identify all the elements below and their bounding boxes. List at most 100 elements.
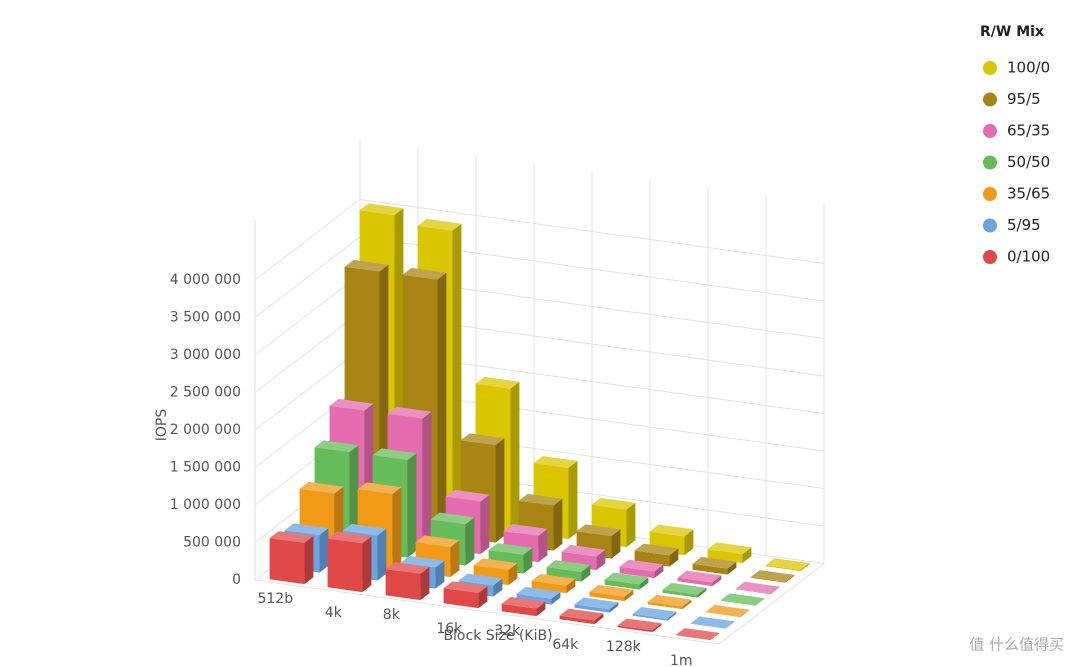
bar-top <box>720 593 765 606</box>
x-tick-label: 4k <box>325 605 343 621</box>
bar-side <box>493 578 503 597</box>
bar-side <box>480 494 490 555</box>
bar-top <box>589 584 634 597</box>
bar-top <box>443 581 488 594</box>
legend-label[interactable]: 95/5 <box>1007 90 1041 108</box>
bar-side <box>770 586 780 595</box>
bar-side <box>712 575 722 587</box>
bar-side <box>319 528 329 573</box>
bar-top <box>559 608 604 621</box>
watermark: 值 什么值得买 <box>969 636 1064 654</box>
y-tick-label: 2 500 000 <box>170 385 241 401</box>
bar-front <box>617 625 653 633</box>
bar <box>559 608 604 625</box>
bar <box>604 572 649 590</box>
bar-top <box>632 607 677 619</box>
bar <box>677 570 722 587</box>
y-tick-label: 2 000 000 <box>170 422 241 438</box>
bar-top <box>707 542 752 555</box>
bar-top <box>445 489 490 502</box>
bar-top <box>402 267 447 280</box>
bar <box>443 581 488 609</box>
bar-side <box>495 438 505 543</box>
bar <box>531 573 576 594</box>
legend-label[interactable]: 0/100 <box>1007 248 1050 266</box>
bar-top <box>385 562 430 574</box>
bar-top <box>359 203 404 216</box>
bar-front <box>735 588 771 595</box>
bar-front <box>632 613 668 621</box>
bar-side <box>609 602 619 613</box>
legend-label[interactable]: 100/0 <box>1007 59 1050 77</box>
bar-front <box>692 563 728 575</box>
bar-side <box>611 529 621 559</box>
bar-front <box>765 565 801 572</box>
bar-side <box>551 591 561 605</box>
bar-top <box>327 531 372 544</box>
legend-marker <box>983 92 997 107</box>
bar <box>662 582 707 598</box>
legend-title: R/W Mix <box>980 24 1044 40</box>
bar-front <box>690 623 726 629</box>
bar-side <box>581 564 591 582</box>
bar-top <box>503 524 548 536</box>
bar-top <box>430 512 475 525</box>
legend-marker <box>983 61 997 75</box>
bar-top <box>400 555 445 568</box>
bar-top <box>473 558 518 571</box>
bar-side <box>800 563 810 572</box>
bar-side <box>362 536 372 593</box>
legend-label[interactable]: 5/95 <box>1007 216 1041 234</box>
x-tick-label: 32k <box>494 623 521 639</box>
bar <box>647 594 692 610</box>
bar-top <box>690 616 735 629</box>
bar-front <box>385 569 421 601</box>
bar-front <box>589 591 625 602</box>
bar-front <box>750 577 786 583</box>
bar-front <box>269 538 305 585</box>
bar-side <box>626 502 636 548</box>
bar <box>501 596 546 617</box>
bar-front <box>675 635 711 641</box>
floor-edge <box>254 579 720 645</box>
bar-front <box>707 549 743 564</box>
legend-marker <box>983 187 997 201</box>
bar-front <box>619 566 655 579</box>
bar <box>327 531 372 593</box>
legend-label[interactable]: 65/35 <box>1007 122 1050 140</box>
bar-top <box>357 482 402 495</box>
bar-side <box>697 587 707 598</box>
bar-front <box>501 603 537 617</box>
bar-top <box>647 594 692 607</box>
bar-side <box>523 547 533 574</box>
x-tick-label: 64k <box>552 637 579 653</box>
y-tick-label: 0 <box>232 572 241 588</box>
bar-top <box>372 448 417 461</box>
bar-front <box>720 600 756 606</box>
bar <box>735 581 780 595</box>
bar-top <box>344 259 389 272</box>
bar-front <box>559 615 595 625</box>
bar-front <box>327 538 363 593</box>
bar-side <box>392 487 402 570</box>
legend-label[interactable]: 50/50 <box>1007 153 1050 171</box>
bar <box>692 556 737 575</box>
bar-top <box>516 586 561 599</box>
bar-front <box>604 579 640 590</box>
bar-side <box>478 586 488 609</box>
bar-top <box>617 618 662 631</box>
bar-front <box>705 611 741 618</box>
bar-top <box>546 560 591 572</box>
bar-side <box>596 549 606 571</box>
bar-top <box>488 543 533 555</box>
bar-front <box>574 604 610 613</box>
bar-side <box>452 223 462 524</box>
bar <box>675 628 720 641</box>
bar <box>750 570 795 583</box>
legend-label[interactable]: 35/65 <box>1007 185 1050 203</box>
bar-side <box>508 563 518 586</box>
bar-side <box>594 613 604 625</box>
bar-top <box>329 398 374 411</box>
bar-top <box>460 433 505 446</box>
bar <box>705 604 750 618</box>
